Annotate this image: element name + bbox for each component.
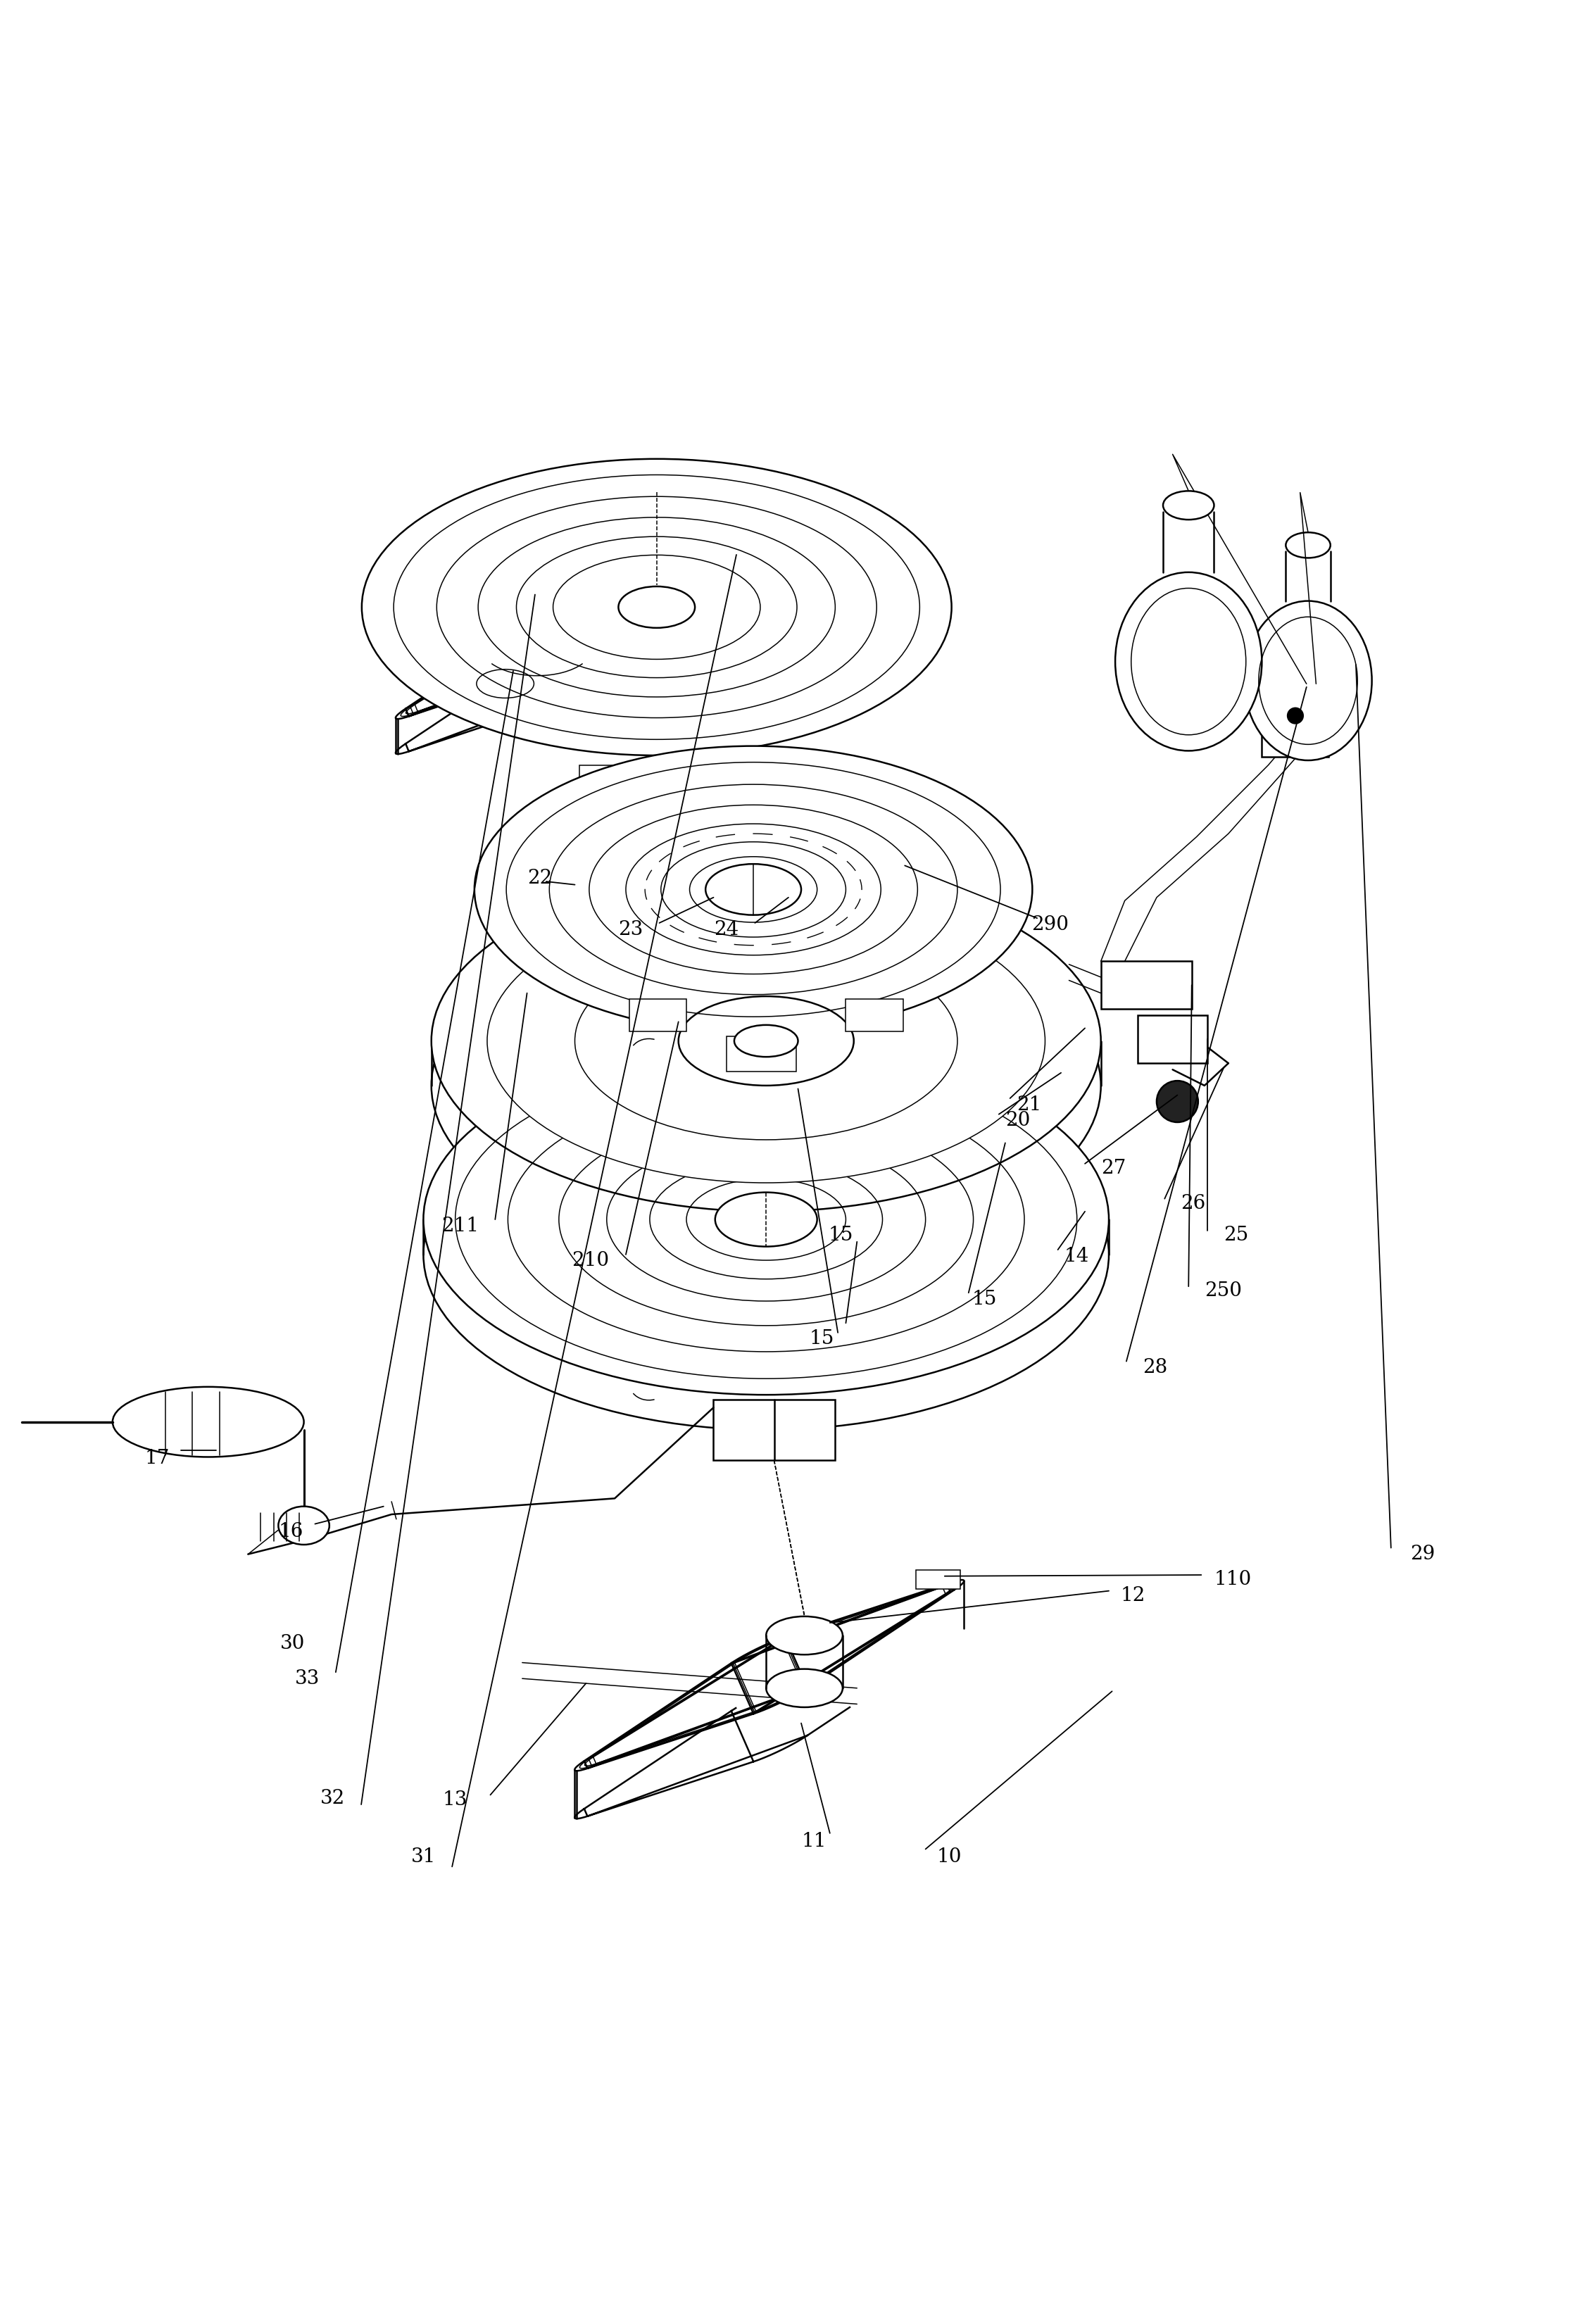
Text: 33: 33 xyxy=(295,1669,319,1687)
Ellipse shape xyxy=(715,1192,817,1247)
Polygon shape xyxy=(629,1000,686,1030)
Polygon shape xyxy=(726,1037,796,1072)
Ellipse shape xyxy=(113,1388,303,1457)
Text: 31: 31 xyxy=(410,1849,436,1867)
Ellipse shape xyxy=(487,899,1045,1182)
Ellipse shape xyxy=(678,996,854,1086)
Ellipse shape xyxy=(1163,491,1215,519)
Text: 211: 211 xyxy=(442,1217,479,1235)
Text: 15: 15 xyxy=(972,1291,998,1309)
Ellipse shape xyxy=(431,915,1101,1256)
Ellipse shape xyxy=(1288,708,1304,724)
Text: 28: 28 xyxy=(1143,1358,1168,1376)
Polygon shape xyxy=(916,1570,961,1588)
Ellipse shape xyxy=(575,943,958,1139)
Polygon shape xyxy=(1101,961,1192,1010)
Ellipse shape xyxy=(734,1026,798,1058)
Polygon shape xyxy=(846,1000,903,1030)
Text: 24: 24 xyxy=(713,920,739,938)
Text: 26: 26 xyxy=(1181,1194,1205,1212)
Text: 290: 290 xyxy=(1031,915,1068,934)
Text: 20: 20 xyxy=(1005,1111,1031,1129)
Ellipse shape xyxy=(431,871,1101,1212)
Polygon shape xyxy=(1138,1017,1208,1063)
Text: 10: 10 xyxy=(937,1849,962,1867)
Text: 110: 110 xyxy=(1215,1570,1251,1588)
Ellipse shape xyxy=(423,1044,1109,1395)
Ellipse shape xyxy=(705,864,801,915)
Text: 11: 11 xyxy=(801,1832,827,1851)
Ellipse shape xyxy=(766,1616,843,1655)
Text: 15: 15 xyxy=(809,1330,835,1348)
Ellipse shape xyxy=(766,1669,843,1708)
Text: 23: 23 xyxy=(618,920,643,938)
Ellipse shape xyxy=(474,747,1033,1033)
Text: 17: 17 xyxy=(145,1450,169,1468)
Polygon shape xyxy=(1262,685,1329,756)
Polygon shape xyxy=(396,519,801,719)
Ellipse shape xyxy=(1157,1081,1199,1123)
Text: 14: 14 xyxy=(1065,1247,1090,1265)
Ellipse shape xyxy=(1116,572,1262,751)
Ellipse shape xyxy=(423,1079,1109,1429)
Text: 250: 250 xyxy=(1205,1282,1242,1300)
Text: 29: 29 xyxy=(1411,1544,1435,1563)
Polygon shape xyxy=(579,765,650,800)
Polygon shape xyxy=(575,1579,964,1770)
Text: 22: 22 xyxy=(527,869,552,887)
Text: 15: 15 xyxy=(828,1226,854,1245)
Text: 210: 210 xyxy=(571,1252,610,1270)
Text: 21: 21 xyxy=(1017,1095,1042,1113)
Text: 12: 12 xyxy=(1120,1586,1146,1604)
Polygon shape xyxy=(713,1399,835,1459)
Text: 25: 25 xyxy=(1224,1226,1248,1245)
Ellipse shape xyxy=(362,459,951,756)
Text: 27: 27 xyxy=(1101,1159,1127,1178)
Ellipse shape xyxy=(1286,532,1331,558)
Ellipse shape xyxy=(1245,602,1373,761)
Ellipse shape xyxy=(618,585,694,627)
Ellipse shape xyxy=(278,1507,329,1544)
Text: 13: 13 xyxy=(442,1791,468,1809)
Text: 32: 32 xyxy=(321,1789,345,1807)
Text: 16: 16 xyxy=(279,1521,303,1542)
Text: 30: 30 xyxy=(281,1634,305,1653)
